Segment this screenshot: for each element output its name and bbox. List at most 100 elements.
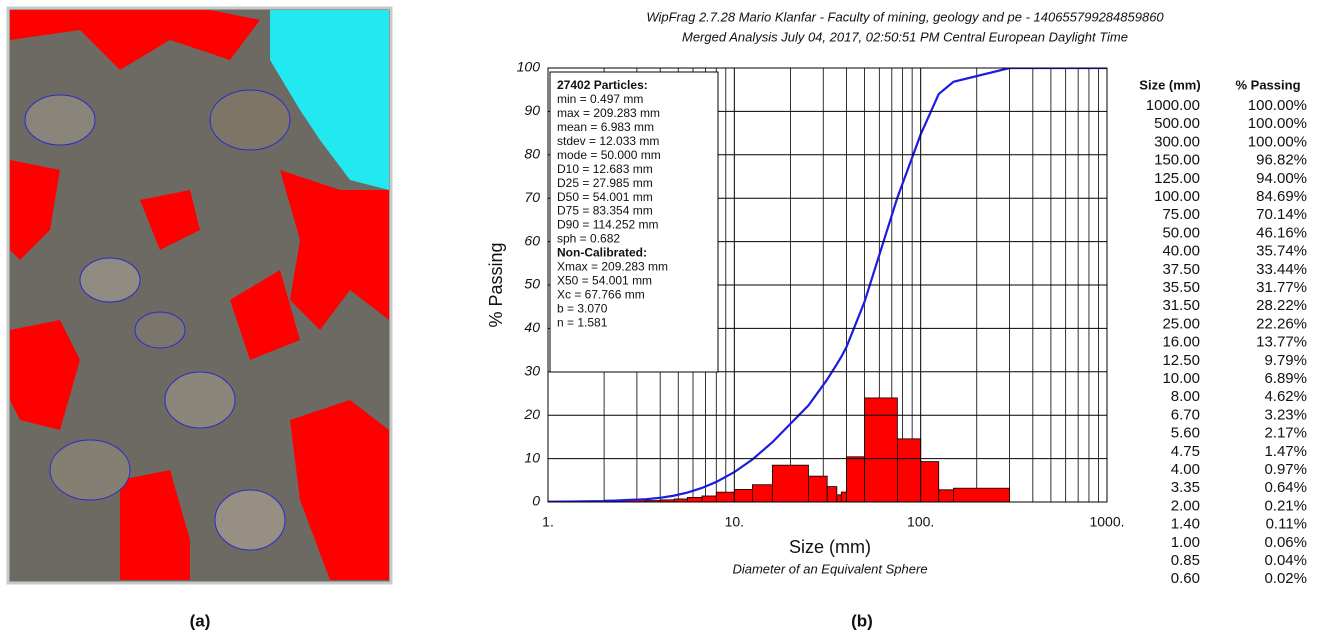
- table-cell: 0.60: [1171, 570, 1200, 587]
- stats-line: sph = 0.682: [557, 232, 620, 246]
- stats-line: min = 0.497 mm: [557, 92, 643, 106]
- table-cell: 500.00: [1154, 115, 1200, 132]
- histogram-bar: [864, 397, 898, 502]
- y-tick-label: 60: [524, 232, 540, 248]
- table-cell: 22.26%: [1256, 315, 1307, 332]
- stats-line: D75 = 83.354 mm: [557, 204, 653, 218]
- y-axis-label: % Passing: [486, 242, 506, 327]
- histogram-bar: [701, 495, 717, 502]
- table-cell: 1000.00: [1146, 97, 1200, 114]
- stats-line: stdev = 12.033 mm: [557, 134, 659, 148]
- chart-title: WipFrag 2.7.28 Mario Klanfar - Faculty o…: [646, 9, 1164, 24]
- y-tick-label: 0: [532, 493, 540, 509]
- stats-line: Xc = 67.766 mm: [557, 287, 645, 301]
- x-tick-label: 10.: [725, 514, 744, 530]
- table-cell: 3.35: [1171, 479, 1200, 496]
- table-cell: 35.74%: [1256, 243, 1307, 260]
- table-cell: 2.17%: [1264, 425, 1307, 442]
- table-cell: 94.00%: [1256, 170, 1307, 187]
- histogram-bar: [920, 461, 940, 502]
- caption: (a): [190, 611, 211, 630]
- y-tick-label: 80: [524, 146, 540, 162]
- table-cell: 150.00: [1154, 152, 1200, 169]
- table-cell: 300.00: [1154, 133, 1200, 150]
- stats-line: max = 209.283 mm: [557, 106, 660, 120]
- table-cell: 31.77%: [1256, 279, 1307, 296]
- y-tick-label: 100: [517, 59, 541, 75]
- stats-line: n = 1.581: [557, 315, 608, 329]
- table-cell: 100.00%: [1248, 115, 1307, 132]
- table-cell: 0.04%: [1264, 552, 1307, 569]
- y-tick-label: 70: [524, 189, 540, 205]
- table-cell: 50.00: [1162, 224, 1200, 241]
- histogram-bar: [826, 486, 838, 502]
- table-cell: 37.50: [1162, 261, 1200, 278]
- table-cell: 100.00: [1154, 188, 1200, 205]
- table-cell: 33.44%: [1256, 261, 1307, 278]
- histogram-bar: [846, 456, 865, 502]
- histogram-bar: [840, 491, 847, 502]
- table-cell: 100.00%: [1248, 133, 1307, 150]
- table-cell: 1.40: [1171, 516, 1200, 533]
- table-cell: 2.00: [1171, 497, 1200, 514]
- table-header: % Passing: [1235, 77, 1300, 92]
- caption: (b): [851, 611, 873, 630]
- table-cell: 0.11%: [1266, 516, 1307, 533]
- table-cell: 4.75: [1171, 443, 1200, 460]
- table-cell: 100.00%: [1248, 97, 1307, 114]
- table-cell: 35.50: [1162, 279, 1200, 296]
- table-cell: 28.22%: [1256, 297, 1307, 314]
- table-cell: 6.70: [1171, 406, 1200, 423]
- table-cell: 70.14%: [1256, 206, 1307, 223]
- table-cell: 96.82%: [1256, 152, 1307, 169]
- table-cell: 84.69%: [1256, 188, 1307, 205]
- stats-line: b = 3.070: [557, 301, 608, 315]
- stats-line: D90 = 114.252 mm: [557, 218, 659, 232]
- stats-line: mean = 6.983 mm: [557, 120, 654, 134]
- table-cell: 0.85: [1171, 552, 1200, 569]
- chart-subtitle: Merged Analysis July 04, 2017, 02:50:51 …: [682, 29, 1128, 44]
- y-tick-label: 50: [524, 276, 540, 292]
- stats-box: [549, 71, 719, 373]
- stats-line: D10 = 12.683 mm: [557, 162, 653, 176]
- table-cell: 31.50: [1162, 297, 1200, 314]
- photo: [6, 6, 393, 585]
- histogram-bar: [938, 489, 954, 502]
- y-tick-label: 10: [524, 449, 540, 465]
- y-tick-label: 40: [524, 319, 540, 335]
- histogram-bar: [751, 484, 773, 502]
- table-cell: 0.97%: [1264, 461, 1307, 478]
- table-cell: 25.00: [1162, 315, 1200, 332]
- histogram-bar: [687, 496, 703, 502]
- x-axis-note: Diameter of an Equivalent Sphere: [732, 561, 927, 576]
- table-cell: 0.06%: [1264, 534, 1307, 551]
- stats-heading: 27402 Particles:: [557, 78, 648, 92]
- stats-line: X50 = 54.001 mm: [557, 273, 652, 287]
- stats-line: Xmax = 209.283 mm: [557, 260, 668, 274]
- table-cell: 1.47%: [1264, 443, 1307, 460]
- table-header: Size (mm): [1139, 77, 1200, 92]
- table-cell: 46.16%: [1256, 224, 1307, 241]
- stats-heading: Non-Calibrated:: [557, 246, 647, 260]
- table-cell: 0.64%: [1264, 479, 1307, 496]
- passing-curve: [548, 68, 1107, 502]
- table-cell: 75.00: [1162, 206, 1200, 223]
- table-cell: 12.50: [1162, 352, 1200, 369]
- table-cell: 1.00: [1171, 534, 1200, 551]
- histogram-bar: [771, 464, 809, 502]
- histogram-bar: [836, 494, 842, 502]
- histogram-bar: [953, 487, 1010, 502]
- table-cell: 0.21%: [1264, 497, 1307, 514]
- stats-line: D50 = 54.001 mm: [557, 190, 653, 204]
- y-tick-label: 20: [523, 406, 540, 422]
- x-tick-label: 1.: [542, 514, 554, 530]
- stats-line: mode = 50.000 mm: [557, 148, 661, 162]
- histogram-bar: [715, 491, 735, 502]
- table-cell: 9.79%: [1264, 352, 1307, 369]
- histogram-bar: [896, 438, 922, 502]
- table-cell: 0.02%: [1264, 570, 1307, 587]
- table-cell: 125.00: [1154, 170, 1200, 187]
- y-tick-label: 30: [524, 363, 540, 379]
- x-axis-label: Size (mm): [789, 537, 871, 557]
- table-cell: 10.00: [1162, 370, 1200, 387]
